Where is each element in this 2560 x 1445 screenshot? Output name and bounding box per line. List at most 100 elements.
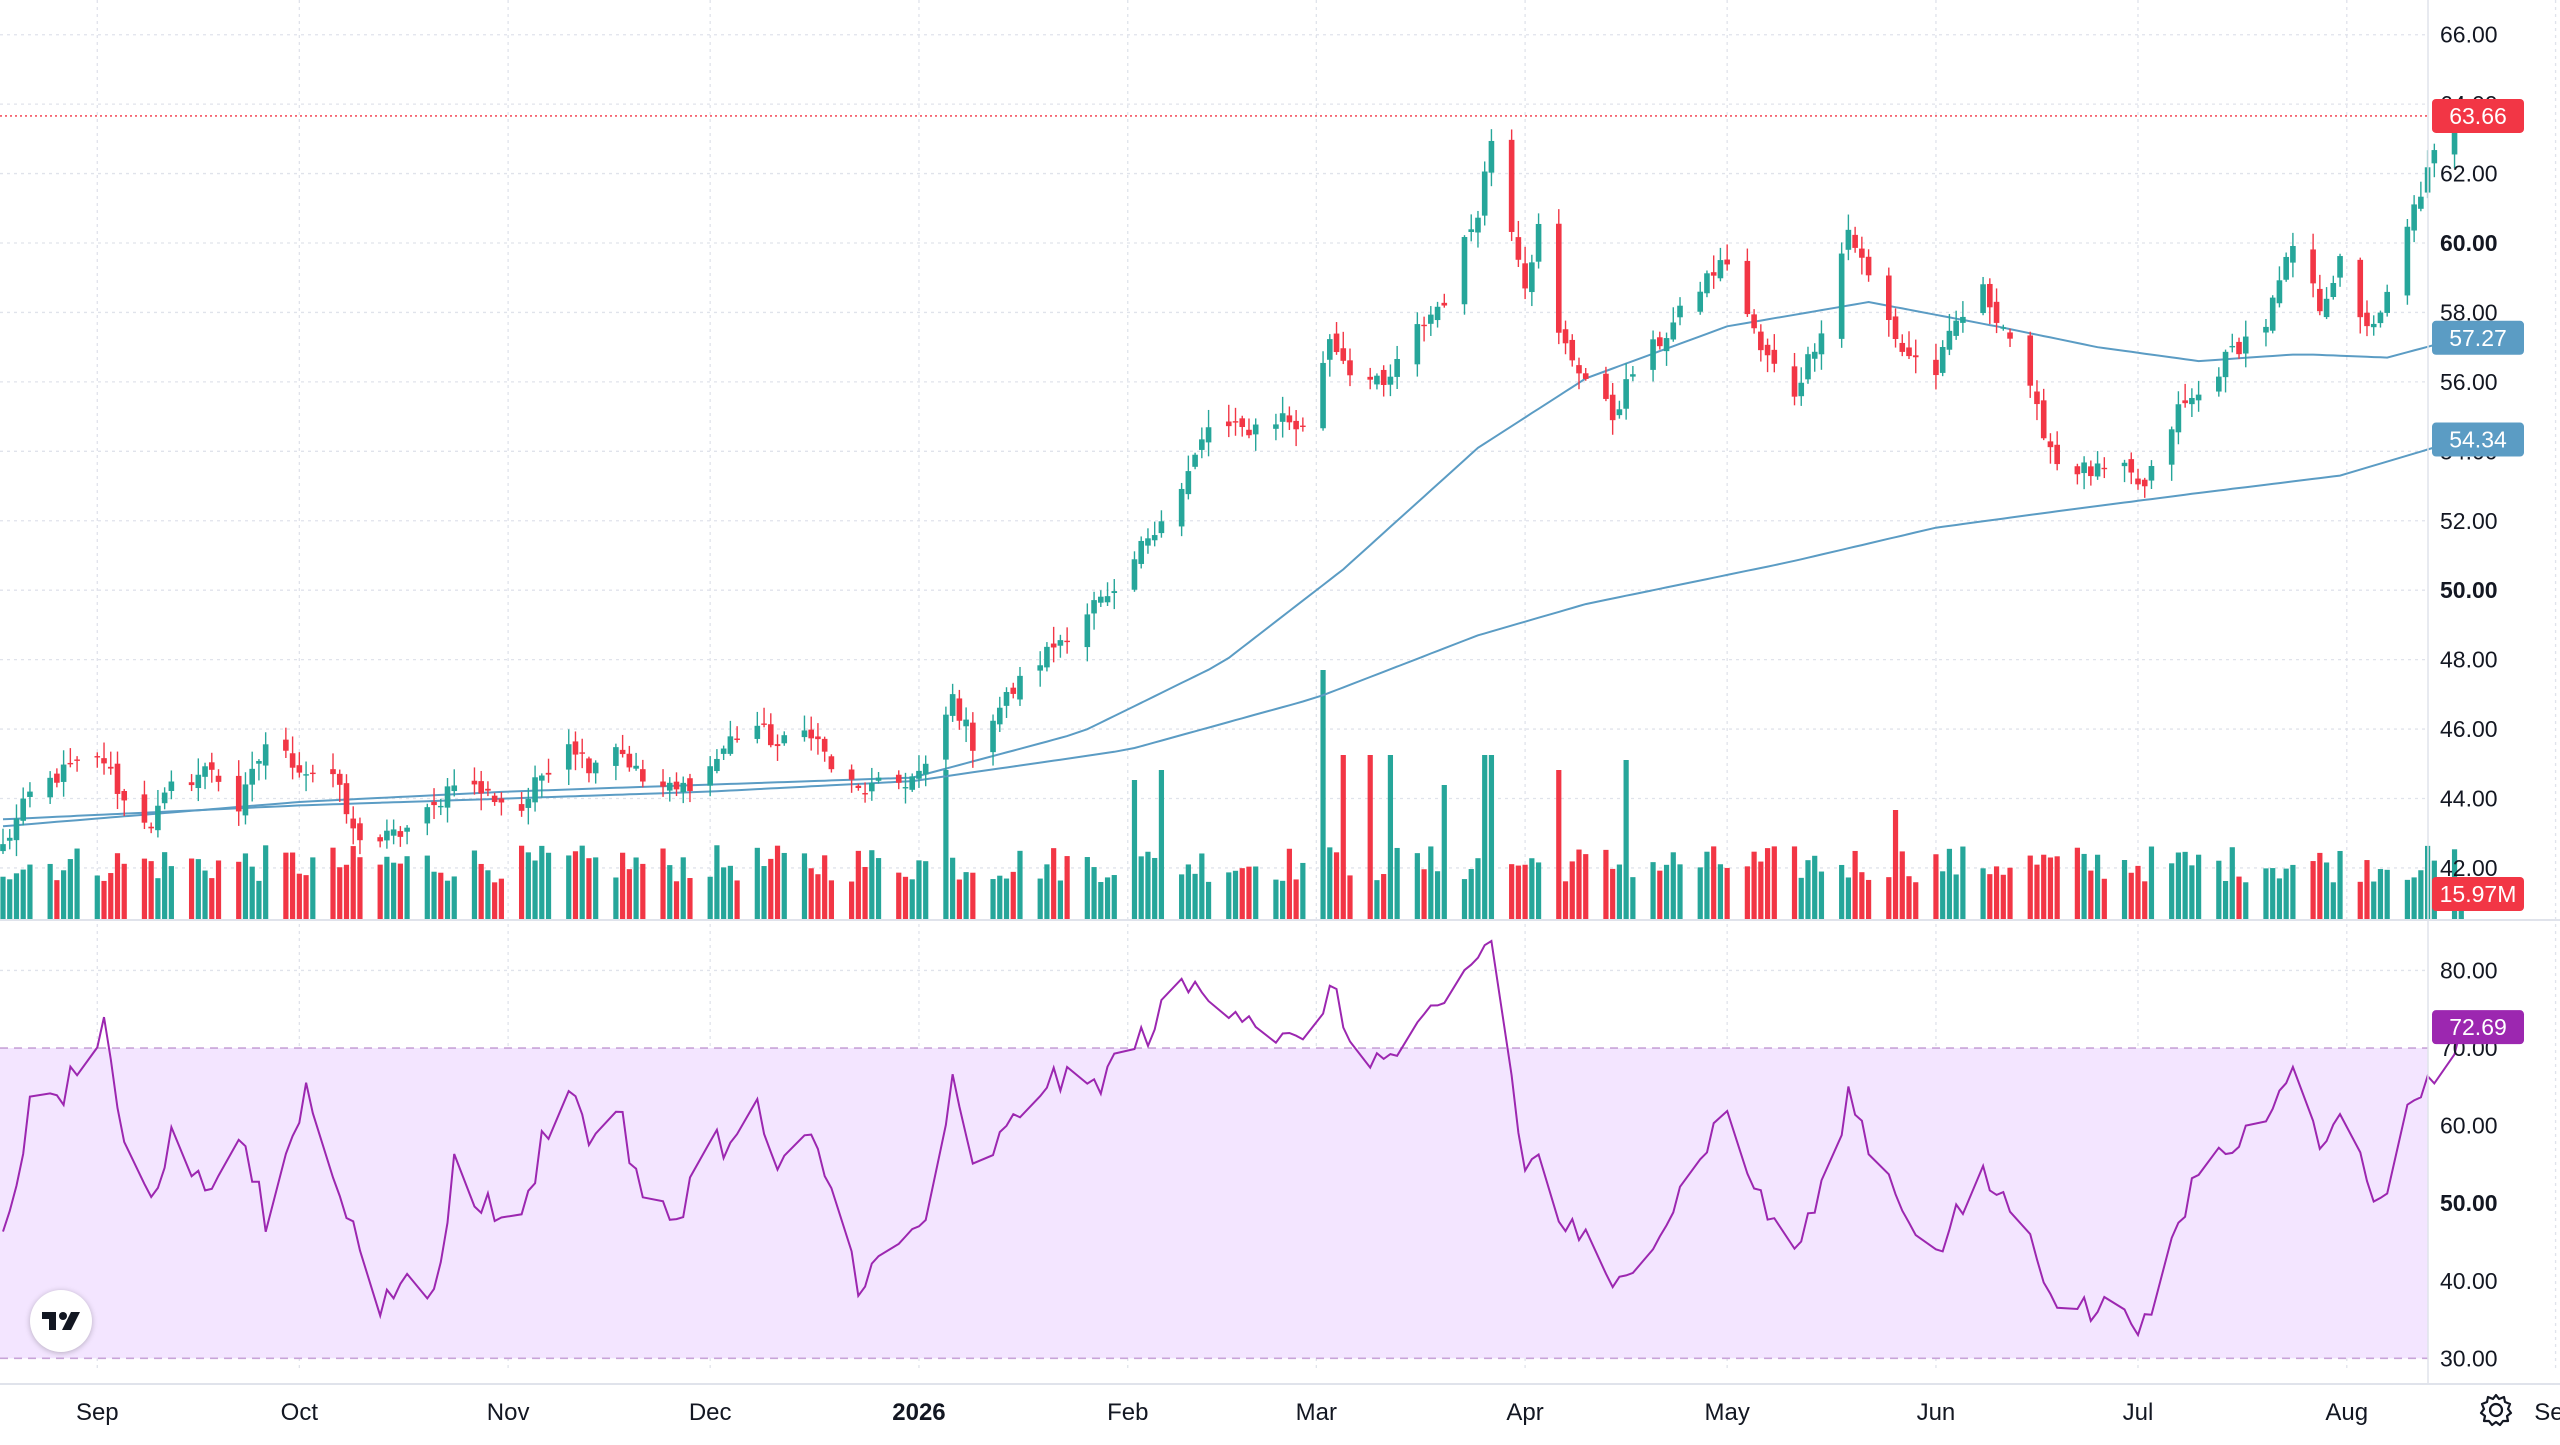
volume-bar: [721, 867, 727, 920]
candle-body: [2128, 459, 2135, 473]
candle-body: [579, 752, 586, 754]
candle-body: [1104, 596, 1111, 603]
ma1-badge: [2432, 320, 2524, 355]
volume-bar: [1246, 866, 1252, 920]
volume-bar: [566, 855, 572, 920]
candle-body: [74, 759, 80, 761]
rsi-badge-text: 72.69: [2449, 1014, 2507, 1040]
volume-bar: [471, 850, 478, 920]
settings-gear-icon[interactable]: [2476, 1390, 2516, 1430]
time-tick-label: Mar: [1296, 1399, 1337, 1426]
volume-bar: [1744, 866, 1750, 920]
candle-body: [1380, 369, 1387, 385]
candle-body: [2040, 400, 2047, 439]
candle-body: [990, 720, 996, 753]
volume-bar: [1980, 868, 1986, 920]
candle-body: [619, 749, 626, 755]
rsi-tick-label: 50.00: [2440, 1190, 2498, 1216]
candlesticks[interactable]: [0, 105, 2465, 857]
chart-frame: [0, 0, 2560, 1385]
volume-bar: [101, 880, 107, 920]
candle-body: [235, 775, 242, 812]
volume-bar: [283, 852, 289, 920]
candle-body: [565, 744, 572, 770]
volume-bar: [2317, 852, 2323, 920]
volume-bar: [431, 871, 437, 920]
price-tick-label: 62.00: [2440, 161, 2498, 187]
candle-body: [2404, 226, 2411, 296]
candle-body: [1886, 275, 1892, 321]
candle-body: [2229, 345, 2236, 348]
volume-bar: [1327, 847, 1333, 920]
candle-body: [2135, 478, 2141, 485]
candle-body: [1279, 413, 1286, 422]
volume-bar: [1610, 868, 1616, 920]
volume-bar: [1758, 861, 1764, 920]
candle-body: [256, 760, 262, 764]
candle-body: [404, 827, 410, 832]
candle-body: [2000, 327, 2007, 329]
candle-body: [1300, 425, 1306, 428]
volume-bar: [2041, 854, 2047, 920]
volume-bar: [2229, 847, 2235, 920]
time-tick-label: Feb: [1107, 1399, 1148, 1426]
rsi-band-fill: [0, 1048, 2428, 1359]
rsi-tick-label: 80.00: [2440, 957, 2498, 983]
candle-body: [141, 794, 148, 823]
volume-bar: [1812, 855, 1818, 920]
volume-bar: [660, 848, 666, 920]
candle-body: [1933, 359, 1939, 376]
volume-bar: [209, 878, 215, 920]
volume-bar: [1300, 862, 1306, 920]
candle-body: [869, 782, 875, 792]
candle-body: [720, 748, 727, 754]
candle-body: [2007, 332, 2013, 339]
volume-bar: [1131, 780, 1138, 920]
candle-body: [424, 807, 431, 824]
price-tick-label: 44.00: [2440, 785, 2498, 811]
candle-body: [2175, 404, 2182, 433]
tradingview-logo-icon[interactable]: [30, 1290, 92, 1352]
volume-bar: [1906, 876, 1912, 920]
volume-bar: [404, 856, 410, 920]
volume-bar: [1340, 755, 1346, 920]
volume-bar: [114, 853, 121, 920]
volume-bar: [1663, 864, 1670, 920]
candle-body: [1131, 559, 1138, 590]
volume-bar: [2371, 881, 2377, 920]
candle-body: [2330, 282, 2337, 297]
volume-bar: [2007, 867, 2013, 920]
candle-body: [1993, 301, 2000, 323]
time-axis[interactable]: Sep Oct Nov Dec 2026 Feb Mar Apr May Jun Jul Aug Sep: [76, 1399, 2560, 1426]
candle-body: [1582, 373, 1589, 379]
volume-bar: [1387, 755, 1394, 920]
volume-bar: [1953, 874, 1959, 920]
volume-bar: [1933, 854, 1939, 920]
candle-body: [1892, 316, 1899, 340]
candle-body: [1535, 223, 1542, 262]
volume-bar: [2276, 878, 2283, 920]
candle-body: [1057, 640, 1064, 646]
candle-body: [1414, 324, 1421, 365]
volume-bar: [1394, 847, 1400, 920]
candle-body: [808, 729, 814, 739]
volume-bar: [768, 858, 774, 920]
volume-bar: [875, 858, 882, 920]
candle-body: [1980, 284, 1986, 314]
time-tick-label: 2026: [892, 1399, 945, 1426]
candle-body: [1333, 333, 1340, 353]
candle-body: [687, 778, 693, 791]
volume-bar: [815, 874, 821, 920]
volume-bar: [1899, 851, 1905, 920]
time-tick-label: Oct: [281, 1399, 319, 1426]
candle-body: [1663, 338, 1670, 352]
candle-body: [1003, 691, 1010, 706]
candle-body: [114, 763, 121, 794]
candle-body: [539, 775, 545, 781]
candle-body: [767, 724, 774, 746]
rsi-band: [0, 1047, 2428, 1360]
candle-body: [1764, 344, 1771, 356]
volume-bar: [263, 845, 269, 920]
volume-bar: [525, 852, 531, 920]
